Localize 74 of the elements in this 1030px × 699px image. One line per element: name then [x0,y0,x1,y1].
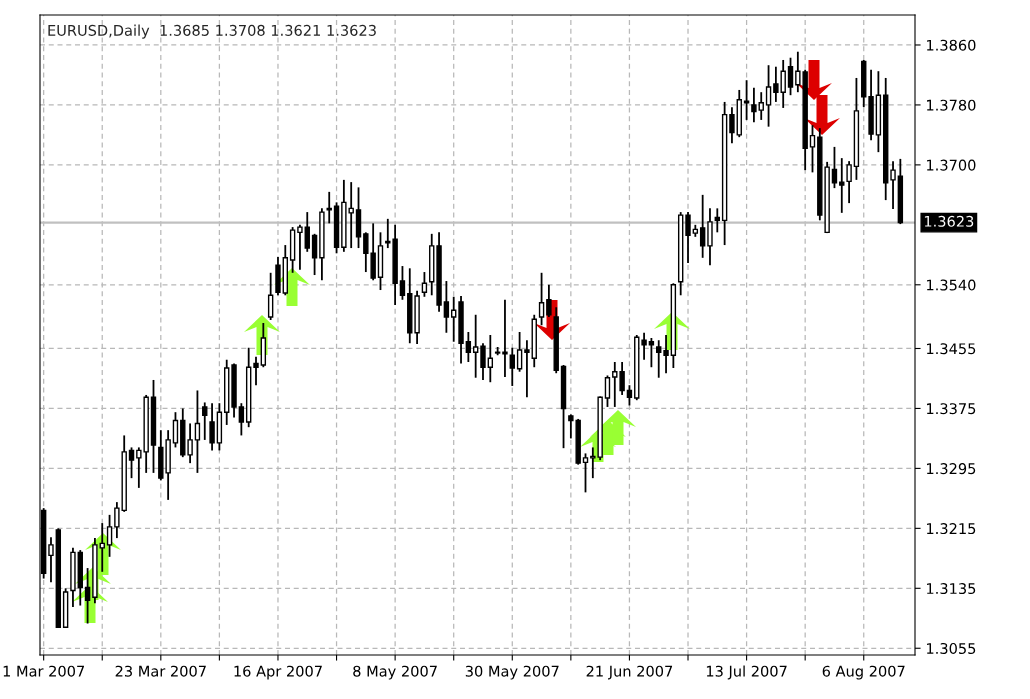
candlestick [194,389,201,474]
x-tick-label: 6 Aug 2007 [822,665,905,680]
candlestick [641,331,647,361]
candlestick [311,232,318,276]
candlestick [84,567,91,625]
candlestick [304,211,310,253]
text: EURUSD,Daily 1.3685 1.3708 1.3621 1.3623 [48,24,376,39]
candlestick [99,522,105,573]
candlestick [443,280,450,334]
x-tick-label: 1 Mar 2007 [3,665,84,677]
y-tick-label: 1.3055 [927,642,976,654]
y-tick-label: 1.3780 [927,99,976,111]
candlestick [524,339,530,399]
candlestick [809,124,816,174]
x-tick-label: 30 May 2007 [465,665,559,680]
x-tick-label: 21 Jun 2007 [586,665,673,680]
y-tick-label: 1.3540 [927,279,976,291]
candlestick [626,384,633,407]
candlestick [106,513,113,558]
candlestick [831,145,838,190]
candlestick [619,361,625,396]
candlestick [465,331,472,363]
candlestick [714,207,721,234]
ref-line-label: 1.3623 [924,215,974,227]
candlestick [663,334,669,375]
candlestick [846,160,852,205]
candlestick [538,271,545,327]
candlestick [480,342,486,381]
x-tick-label: 23 Mar 2007 [115,665,206,677]
candlestick [787,56,794,97]
candlestick [421,271,428,298]
candlestick [546,283,552,318]
candlestick [612,361,618,408]
candlestick [751,86,757,124]
candlestick [685,211,691,264]
candlestick [128,446,135,480]
y-tick-label: 1.3700 [927,159,976,171]
candlestick [399,265,406,301]
candlestick [326,190,332,225]
candlestick [238,402,245,437]
candlestick [187,422,193,465]
candlestick [839,157,845,214]
candlestick [297,223,303,271]
candlestick [582,452,589,494]
candlestick [656,339,662,379]
y-tick-label: 1.3215 [927,523,976,535]
candlestick [707,207,713,267]
candlestick [472,313,479,379]
y-tick-label: 1.3375 [927,403,976,415]
candlestick [758,91,764,121]
candlestick [729,106,735,145]
candlestick [202,401,208,441]
y-tick-label: 1.3860 [927,39,976,51]
candlestick [209,402,215,452]
candlestick [267,271,274,321]
x-tick-label: 16 Apr 2007 [234,665,322,680]
candlestick [253,355,259,387]
candlestick [648,337,655,369]
candlestick [509,346,515,387]
candlestick [604,374,611,408]
candlestick [450,295,457,343]
y-tick-label: 1.3455 [927,343,976,355]
candlestick [890,160,896,211]
x-tick-label: 8 May 2007 [353,665,437,680]
candlestick [699,193,706,259]
candlestick [765,64,772,128]
candlestick [743,79,750,121]
candlestick [516,331,523,373]
candlestick [172,411,179,449]
x-tick-label: 13 Jul 2007 [706,665,787,680]
candlestick [48,536,54,584]
y-tick-label: 1.3295 [927,463,976,475]
y-tick-label: 1.3135 [927,583,976,595]
candlestick [487,334,494,384]
